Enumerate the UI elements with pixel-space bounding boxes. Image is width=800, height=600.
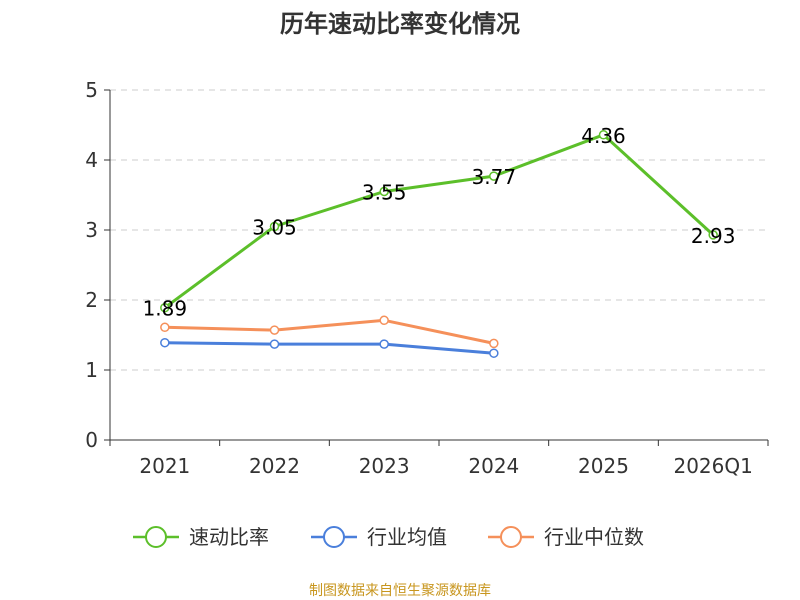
data-point bbox=[489, 338, 499, 349]
x-tick-label: 2023 bbox=[359, 454, 410, 478]
data-label: 3.55 bbox=[362, 181, 407, 205]
data-point bbox=[269, 221, 280, 232]
data-label: 3.05 bbox=[252, 216, 297, 240]
legend-marker bbox=[500, 526, 522, 548]
legend: 速动比率 行业均值 行业中位数 bbox=[133, 525, 644, 549]
x-tick-label: 2026Q1 bbox=[673, 454, 752, 478]
data-point bbox=[269, 325, 280, 335]
legend-label: 行业中位数 bbox=[544, 525, 644, 549]
data-point bbox=[598, 130, 609, 140]
data-point bbox=[379, 315, 389, 326]
data-point bbox=[489, 348, 499, 358]
x-tick-label: 2022 bbox=[249, 454, 300, 478]
y-tick-label: 3 bbox=[85, 218, 98, 242]
legend-label: 速动比率 bbox=[189, 525, 269, 549]
data-label: 4.36 bbox=[581, 124, 626, 148]
data-label: 1.89 bbox=[143, 297, 188, 321]
legend-marker bbox=[323, 526, 345, 548]
data-point bbox=[708, 230, 718, 240]
y-tick-label: 1 bbox=[85, 358, 98, 382]
legend-marker bbox=[145, 526, 167, 548]
axes: 0 1 2 3 4 5 2021 2022 2023 2024 2025 2026Q1 bbox=[85, 78, 769, 478]
y-tick-label: 2 bbox=[85, 288, 98, 312]
data-label: 2.93 bbox=[691, 224, 736, 248]
data-point bbox=[160, 322, 170, 333]
data-point bbox=[160, 302, 170, 313]
x-tick-label: 2024 bbox=[468, 454, 519, 478]
data-point bbox=[160, 337, 170, 348]
y-tick-label: 4 bbox=[85, 148, 98, 172]
series-line-2 bbox=[164, 318, 495, 345]
data-point bbox=[379, 339, 389, 349]
chart-title: 历年速动比率变化情况 bbox=[280, 10, 520, 38]
data-label: 3.77 bbox=[472, 165, 517, 189]
series-layer bbox=[160, 130, 718, 358]
x-tick-label: 2025 bbox=[578, 454, 629, 478]
source-note: 制图数据来自恒生聚源数据库 bbox=[309, 583, 491, 599]
data-labels: 1.89 3.05 3.55 3.77 4.36 2.93 bbox=[143, 124, 736, 321]
series-line-0 bbox=[163, 133, 715, 309]
legend-label: 行业均值 bbox=[367, 525, 447, 549]
data-point bbox=[269, 339, 280, 349]
data-point bbox=[489, 171, 499, 181]
y-tick-label: 0 bbox=[85, 428, 98, 452]
y-tick-label: 5 bbox=[85, 78, 98, 102]
x-tick-label: 2021 bbox=[139, 454, 190, 478]
data-point bbox=[379, 186, 389, 197]
series-line-1 bbox=[164, 341, 494, 355]
